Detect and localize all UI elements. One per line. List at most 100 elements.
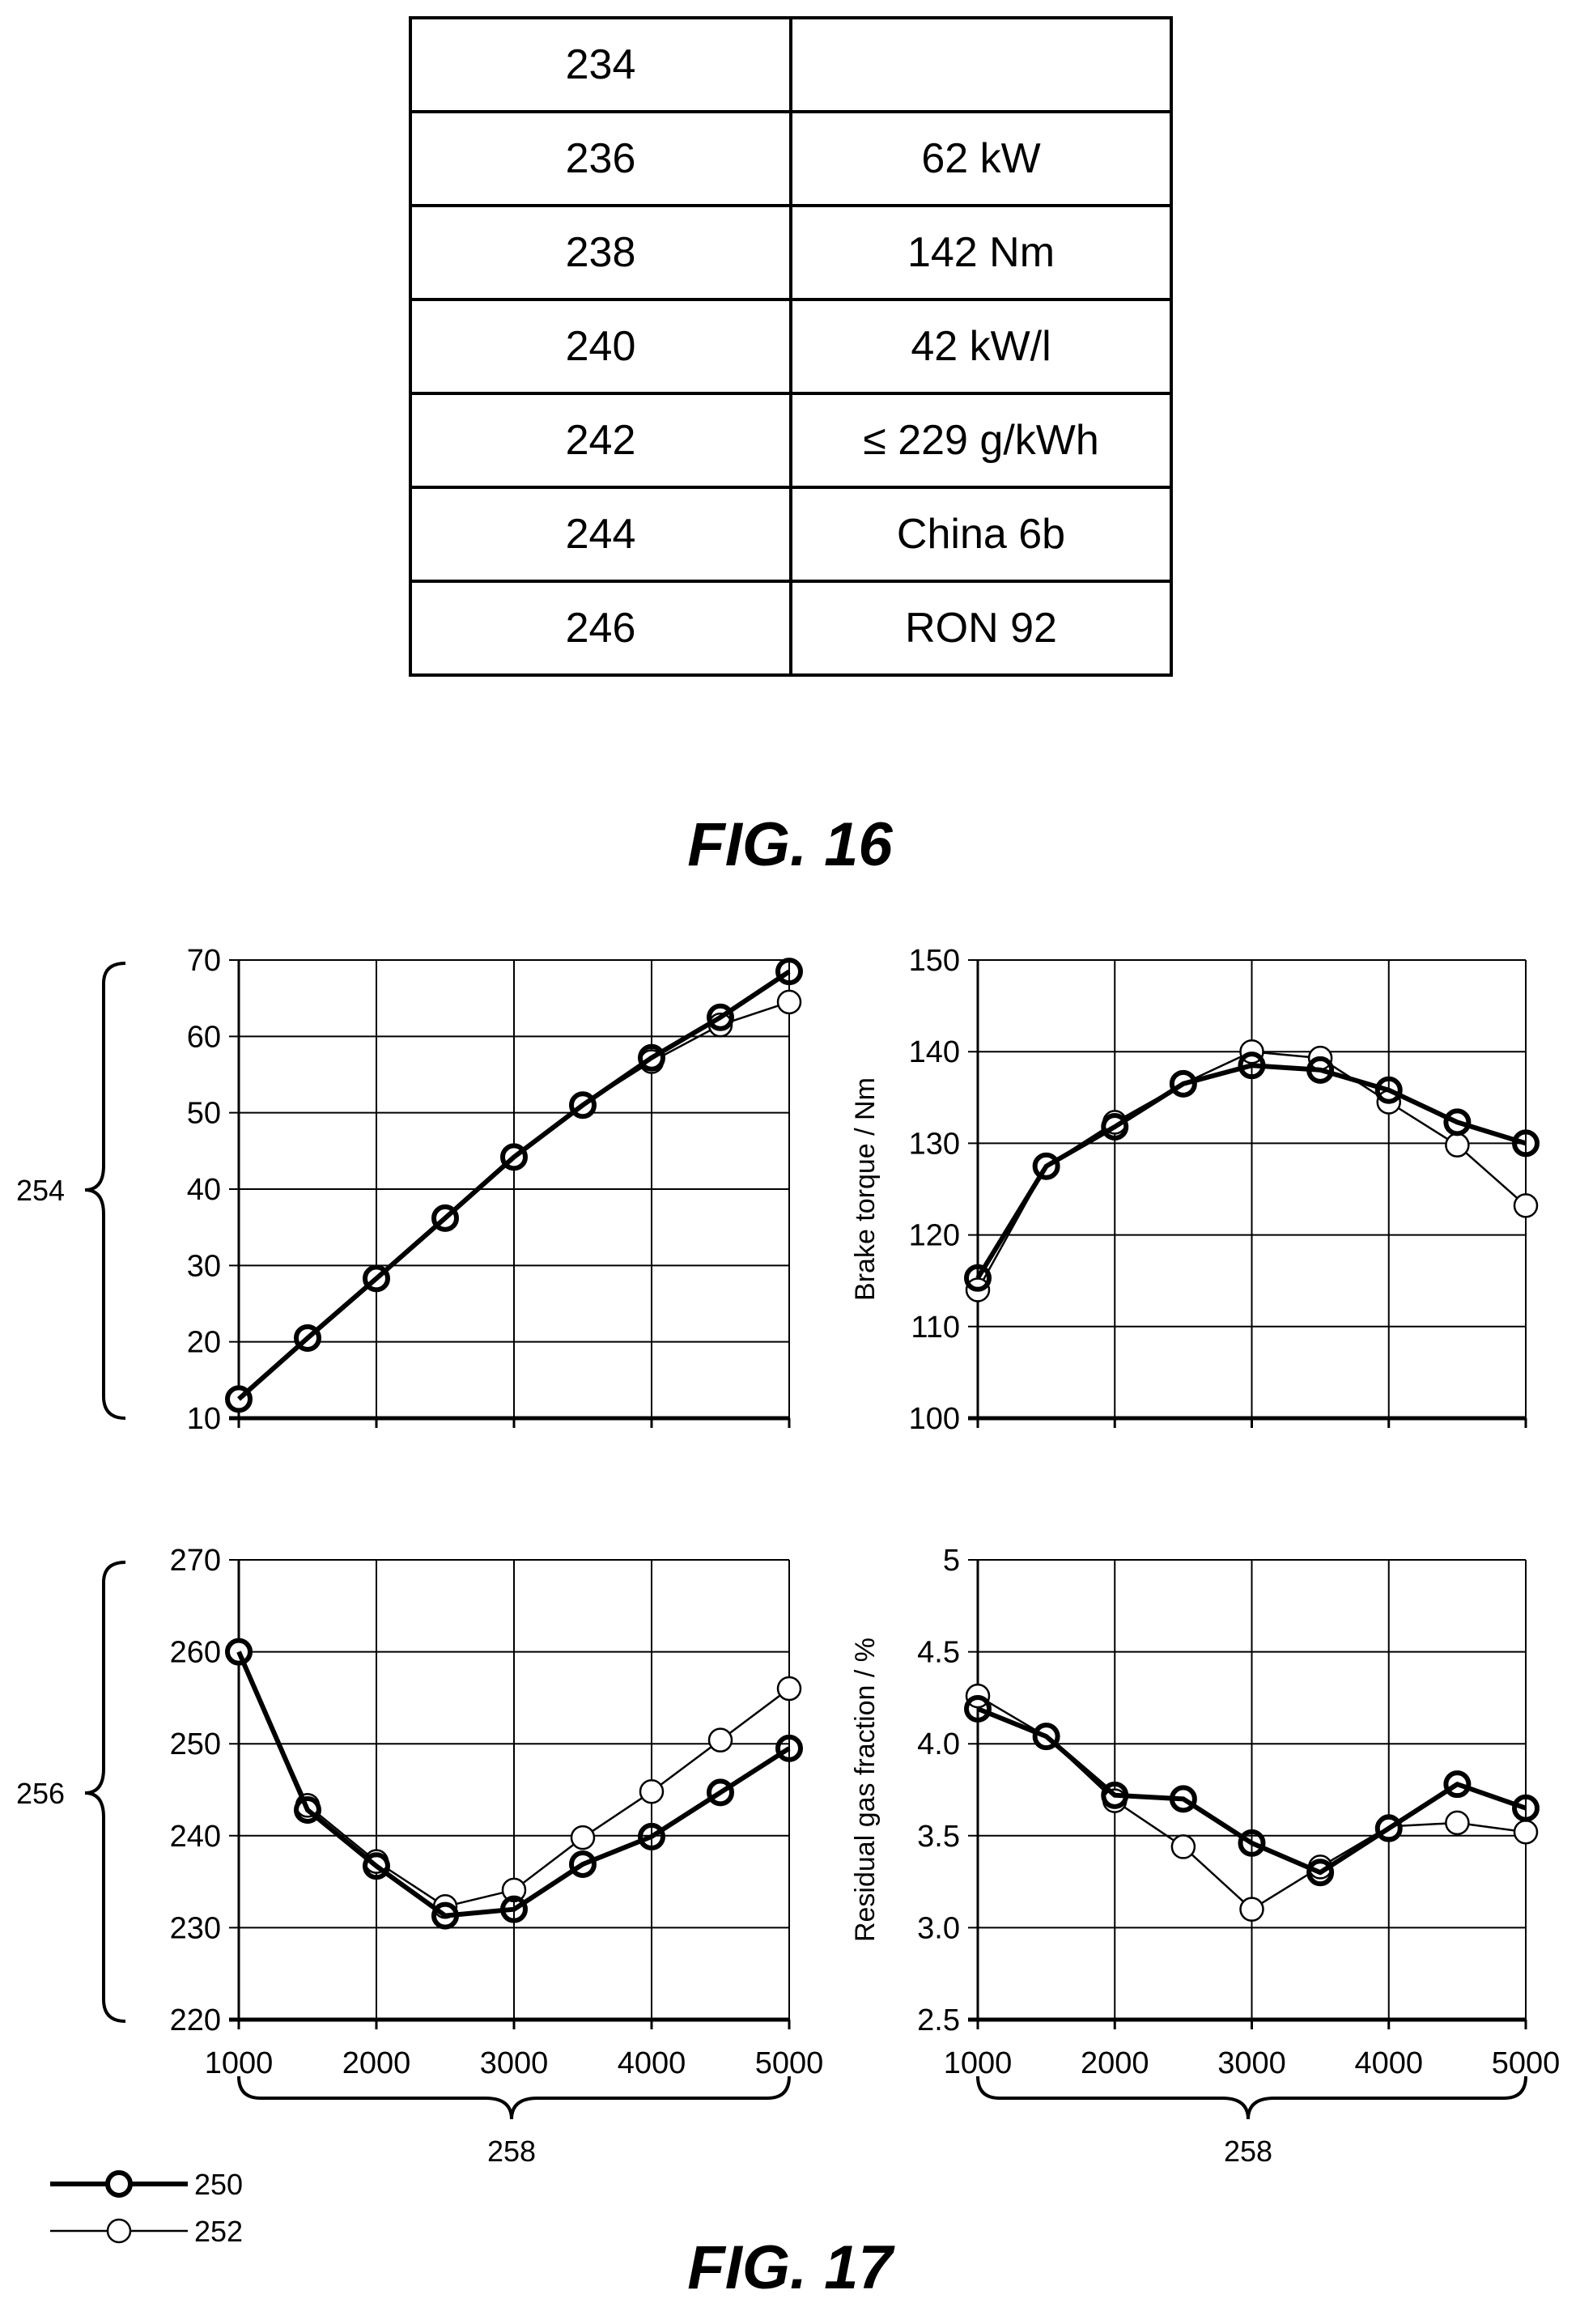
y-tick-label: 10 xyxy=(187,1402,221,1436)
data-point-252 xyxy=(1513,1193,1539,1218)
data-point-250 xyxy=(225,1638,253,1666)
data-point-250 xyxy=(775,1734,803,1762)
data-point-250 xyxy=(1101,1781,1129,1809)
data-point-250 xyxy=(964,1264,992,1292)
chart-bottom-right: 2.5 3.0 3.5 4.0 4.5 5 1000 2000 3000 4000 5000 Resi… xyxy=(850,1544,1560,2080)
table-row: 246 RON 92 xyxy=(409,580,1173,677)
series-line-250 xyxy=(976,1706,1527,1876)
value-cell: 42 kW/l xyxy=(789,298,1173,395)
data-point-250 xyxy=(363,1852,390,1880)
y-tick-label: 60 xyxy=(187,1020,221,1054)
series-line-250 xyxy=(237,969,791,1401)
data-point-250 xyxy=(707,1778,734,1807)
x-tick-label: 4000 xyxy=(618,2046,686,2080)
chart-bottom-left: 220 230 240 250 260 270 1000 2000 3000 4000 5000 xyxy=(170,1544,824,2080)
data-point-252 xyxy=(1445,1132,1470,1158)
y-tick-label: 100 xyxy=(909,1402,960,1436)
data-point-252 xyxy=(501,1877,527,1903)
ref-cell: 240 xyxy=(409,298,792,395)
data-point-250 xyxy=(1032,1723,1060,1751)
data-point-250 xyxy=(1169,1069,1197,1098)
legend-marker-250 xyxy=(105,2170,133,2198)
data-point-250 xyxy=(964,1695,992,1723)
y-axis-label: Brake torque / Nm xyxy=(850,1077,881,1301)
value-cell: 62 kW xyxy=(789,110,1173,207)
x-tick-label: 3000 xyxy=(1217,2046,1286,2080)
y-tick-label: 2.5 xyxy=(917,2003,960,2037)
data-point-250 xyxy=(500,1143,528,1171)
data-point-252 xyxy=(1445,1810,1470,1836)
data-point-250 xyxy=(638,1043,665,1072)
table-row: 236 62 kW xyxy=(409,110,1173,207)
x-tick-label: 1000 xyxy=(944,2046,1013,2080)
x-tick-label: 3000 xyxy=(480,2046,549,2080)
data-point-250 xyxy=(569,1850,597,1879)
x-tick-label: 4000 xyxy=(1354,2046,1423,2080)
ref-258-right: 258 xyxy=(1224,2135,1272,2168)
x-tick-label: 5000 xyxy=(755,2046,824,2080)
y-tick-label: 240 xyxy=(170,1820,221,1854)
data-point-250 xyxy=(569,1091,597,1120)
table-row: 240 42 kW/l xyxy=(409,298,1173,395)
y-tick-label: 5 xyxy=(943,1544,960,1578)
table-row: 234 xyxy=(409,16,1173,113)
y-tick-label: 3.5 xyxy=(917,1820,960,1854)
data-point-250 xyxy=(1101,1113,1129,1141)
y-tick-label: 130 xyxy=(909,1127,960,1161)
ref-cell: 242 xyxy=(409,392,792,489)
chart-top-left: 10 20 30 40 50 60 70 xyxy=(187,944,803,1436)
data-point-250 xyxy=(1169,1785,1197,1813)
data-point-250 xyxy=(1306,1859,1335,1887)
data-point-250 xyxy=(225,1385,253,1413)
y-tick-label: 120 xyxy=(909,1219,960,1253)
data-point-250 xyxy=(363,1264,390,1293)
y-tick-label: 260 xyxy=(170,1636,221,1670)
data-point-250 xyxy=(431,1901,459,1930)
data-point-250 xyxy=(1374,1814,1403,1842)
fig17-label: FIG. 17 xyxy=(687,2233,893,2302)
value-cell: China 6b xyxy=(789,486,1173,583)
legend-label-252: 252 xyxy=(194,2215,243,2248)
brace-258-left xyxy=(237,2075,791,2120)
ref-cell: 246 xyxy=(409,580,792,677)
x-tick-label: 1000 xyxy=(205,2046,274,2080)
data-point-250 xyxy=(1306,1056,1335,1084)
y-tick-label: 70 xyxy=(187,944,221,978)
y-tick-label: 3.0 xyxy=(917,1911,960,1945)
data-point-250 xyxy=(431,1204,459,1232)
data-point-250 xyxy=(1238,1829,1266,1857)
data-point-252 xyxy=(570,1825,596,1850)
value-cell: RON 92 xyxy=(789,580,1173,677)
fig16-label: FIG. 16 xyxy=(687,810,893,879)
ref-cell: 236 xyxy=(409,110,792,207)
data-point-250 xyxy=(638,1822,665,1850)
ref-cell: 244 xyxy=(409,486,792,583)
fig16-table: 234 236 62 kW 238 142 Nm 240 42 kW/l 242 ≤ 2… xyxy=(409,16,1173,677)
legend-label-250: 250 xyxy=(194,2168,243,2201)
y-tick-label: 250 xyxy=(170,1727,221,1761)
data-point-252 xyxy=(1170,1834,1196,1859)
chart-top-right: 100 110 120 130 140 150 Brake torque / Nm xyxy=(850,944,1540,1436)
chart-layer: 10 20 30 40 50 60 70 100 110 120 130 140 150 Brake to… xyxy=(170,944,1561,2080)
legend-marker-252 xyxy=(106,2218,132,2244)
y-tick-label: 50 xyxy=(187,1097,221,1131)
data-point-252 xyxy=(776,1676,802,1702)
ref-254: 254 xyxy=(16,1174,65,1207)
y-axis-label: Residual gas fraction / % xyxy=(850,1638,881,1942)
y-tick-label: 20 xyxy=(187,1326,221,1360)
y-tick-label: 150 xyxy=(909,944,960,978)
data-point-250 xyxy=(1512,1794,1540,1822)
table-row: 242 ≤ 229 g/kWh xyxy=(409,392,1173,489)
y-tick-label: 220 xyxy=(170,2003,221,2037)
data-point-250 xyxy=(1443,1770,1472,1799)
y-tick-label: 110 xyxy=(911,1311,960,1345)
data-point-250 xyxy=(294,1795,321,1824)
value-cell: 142 Nm xyxy=(789,204,1173,301)
brace-254 xyxy=(84,962,126,1420)
data-point-252 xyxy=(1513,1820,1539,1845)
ref-256: 256 xyxy=(16,1777,65,1810)
table-row: 238 142 Nm xyxy=(409,204,1173,301)
ref-258-left: 258 xyxy=(487,2135,536,2168)
data-point-252 xyxy=(639,1779,665,1804)
